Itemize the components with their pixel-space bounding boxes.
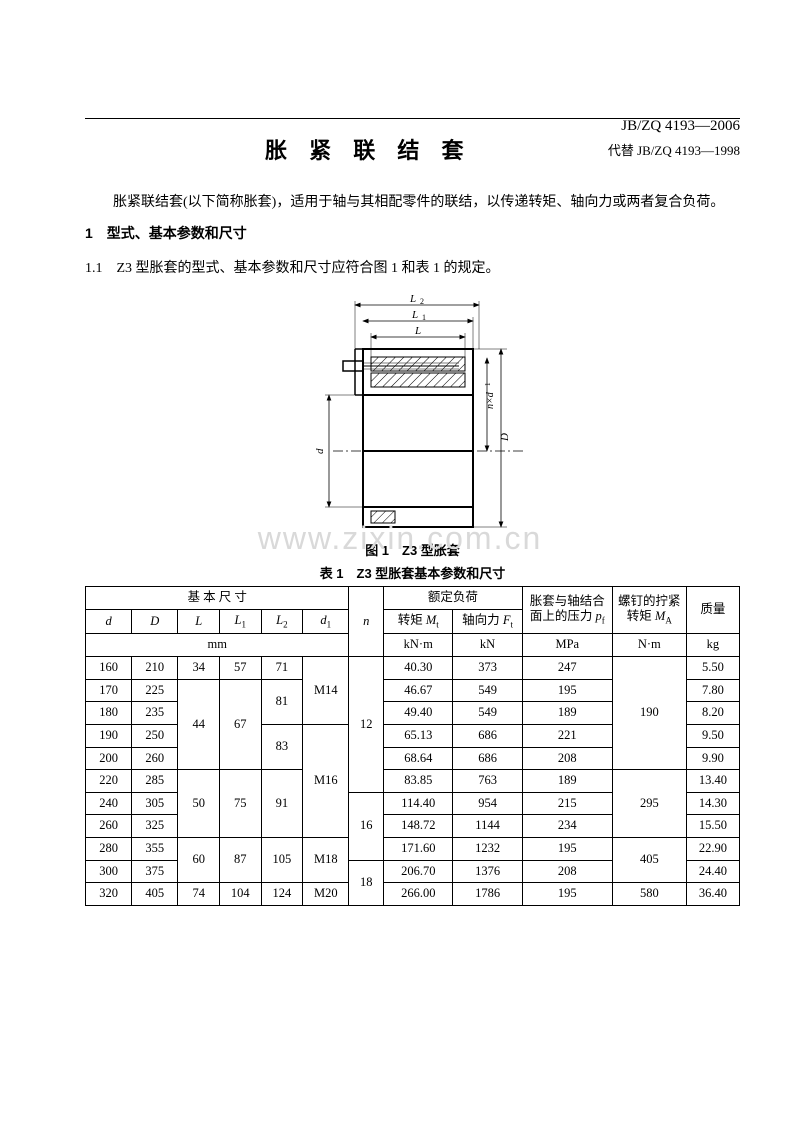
svg-text:L: L <box>408 293 415 305</box>
th-d: d <box>86 609 132 634</box>
th-n: n <box>349 587 384 657</box>
section-1-heading: 1 型式、基本参数和尺寸 <box>85 223 740 243</box>
page-title: 胀 紧 联 结 套 <box>265 133 471 165</box>
svg-text:D: D <box>499 433 511 442</box>
table-head: 基 本 尺 寸 n 额定负荷 胀套与轴结合面上的压力 pf 螺钉的拧紧转矩 MA… <box>86 587 740 657</box>
header-block: 胀 紧 联 结 套 JB/ZQ 4193—2006 代替 JB/ZQ 4193—… <box>85 118 740 178</box>
table-row: 320 405 74 104 124 M20 266.00 1786 195 5… <box>86 883 740 906</box>
th-Ft: 轴向力 Ft <box>453 609 522 634</box>
table-row: 160 210 34 57 71 M14 12 40.30 373 247 19… <box>86 657 740 680</box>
th-D: D <box>132 609 178 634</box>
table-body: 160 210 34 57 71 M14 12 40.30 373 247 19… <box>86 657 740 906</box>
th-mass-unit: kg <box>686 634 739 657</box>
th-d1: d1 <box>303 609 349 634</box>
th-MA-unit: N·m <box>612 634 686 657</box>
th-Ft-unit: kN <box>453 634 522 657</box>
th-L1: L1 <box>219 609 261 634</box>
figure-1: L 2 L 1 L D n×d 1 d <box>283 291 543 536</box>
th-Mt-unit: kN·m <box>384 634 453 657</box>
table-1-caption: 表 1 Z3 型胀套基本参数和尺寸 <box>85 563 740 582</box>
th-L: L <box>178 609 220 634</box>
th-Mt: 转矩 Mt <box>384 609 453 634</box>
th-pf: 胀套与轴结合面上的压力 pf <box>522 587 612 634</box>
svg-text:d: d <box>314 448 326 454</box>
svg-text:n×d: n×d <box>485 391 496 409</box>
standard-number: JB/ZQ 4193—2006 <box>621 118 740 135</box>
section-1-1: 1.1 Z3 型胀套的型式、基本参数和尺寸应符合图 1 和表 1 的规定。 <box>85 257 740 277</box>
svg-text:L: L <box>413 325 420 337</box>
th-basic-dim: 基 本 尺 寸 <box>86 587 349 610</box>
th-rated-load: 额定负荷 <box>384 587 523 610</box>
table-row: 220 285 50 75 91 83.85 763 189 295 13.40 <box>86 770 740 793</box>
replaces-line: 代替 JB/ZQ 4193—1998 <box>608 140 740 159</box>
th-MA: 螺钉的拧紧转矩 MA <box>612 587 686 634</box>
table-row: 280 355 60 87 105 M18 171.60 1232 195 40… <box>86 838 740 861</box>
figure-1-caption: 图 1 Z3 型胀套 <box>85 540 740 559</box>
th-pf-unit: MPa <box>522 634 612 657</box>
th-mm: mm <box>86 634 349 657</box>
svg-text:1: 1 <box>422 313 426 322</box>
intro-paragraph: 胀紧联结套(以下简称胀套)，适用于轴与其相配零件的联结，以传递转矩、轴向力或两者… <box>85 192 740 213</box>
th-mass: 质量 <box>686 587 739 634</box>
svg-text:1: 1 <box>484 382 492 386</box>
z3-parameter-table: 基 本 尺 寸 n 额定负荷 胀套与轴结合面上的压力 pf 螺钉的拧紧转矩 MA… <box>85 586 740 906</box>
z3-sleeve-diagram: L 2 L 1 L D n×d 1 d <box>283 291 543 531</box>
svg-text:L: L <box>410 309 417 321</box>
th-L2: L2 <box>261 609 303 634</box>
svg-text:2: 2 <box>420 297 424 306</box>
